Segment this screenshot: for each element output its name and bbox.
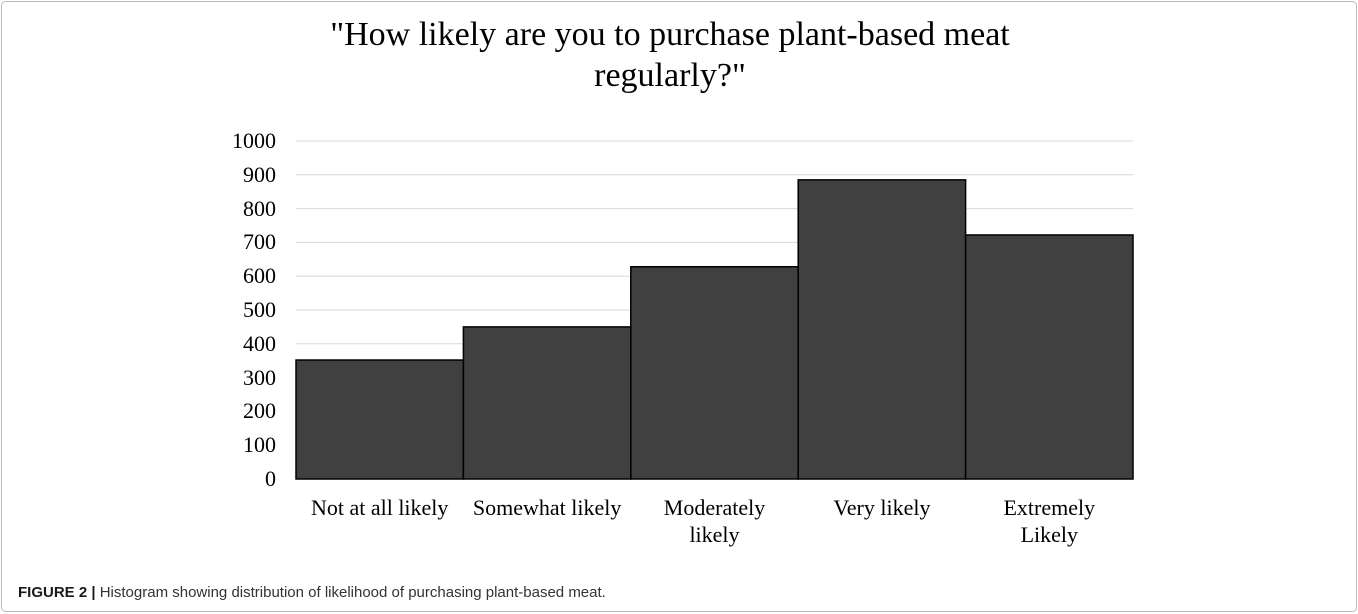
x-tick-label: Not at all likely [310,495,449,520]
y-tick-label: 1000 [232,128,276,153]
y-tick-label: 900 [243,161,276,187]
y-tick-label: 100 [243,432,276,458]
caption-text: Histogram showing distribution of likeli… [99,584,606,601]
caption-label: FIGURE 2 | [18,584,96,601]
x-tick-label: Extremely Likely [1003,495,1096,547]
y-tick-label: 400 [243,330,276,356]
x-tick-label: Very likely [833,495,931,520]
bar [462,326,632,480]
caption: FIGURE 2 | Histogram showing distributio… [18,584,606,601]
y-tick-label: 300 [243,364,276,390]
y-tick-label: 600 [243,263,276,289]
chart-title: "How likely are you to purchase plant-ba… [330,16,1010,94]
y-tick-label: 0 [265,466,276,491]
y-tick-label: 500 [243,297,276,322]
bar [797,179,967,480]
bar [295,359,465,480]
y-tick-label: 800 [243,195,276,221]
y-tick-label: 700 [243,229,276,255]
bar [964,234,1134,480]
y-tick-label: 200 [243,398,276,424]
x-tick-label: Somewhat likely [472,495,622,520]
bar [630,265,799,480]
x-tick-label: Moderately likely [663,495,766,547]
